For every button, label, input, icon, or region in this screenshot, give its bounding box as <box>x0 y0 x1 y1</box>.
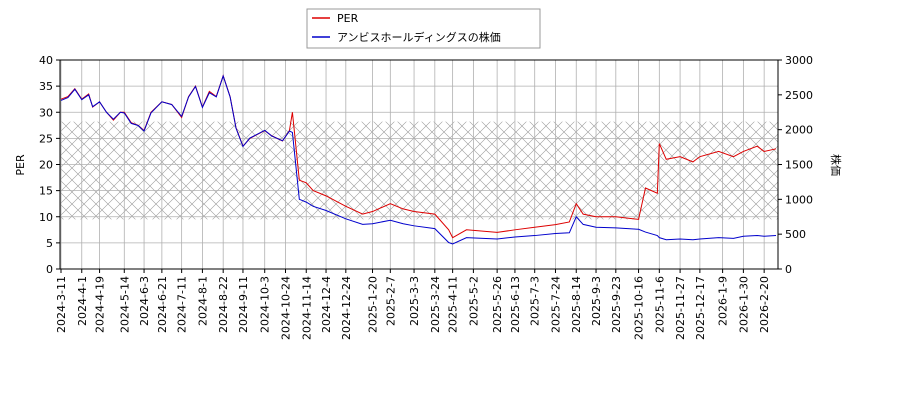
x-tick-label: 2024-8-1 <box>196 276 209 326</box>
x-tick-label: 2024-6-21 <box>156 276 169 333</box>
x-tick-label: 2025-10-16 <box>633 276 646 340</box>
x-tick-label: 2024-12-4 <box>320 276 333 333</box>
x-tick-label: 2025-6-13 <box>509 276 522 333</box>
x-tick-label: 2024-10-3 <box>259 276 272 333</box>
x-tick-label: 2025-3-3 <box>408 276 421 326</box>
y2-tick-label: 2000 <box>785 124 813 137</box>
y2-tick-label: 1500 <box>785 159 813 172</box>
x-tick-label: 2024-4-1 <box>76 276 89 326</box>
x-tick-label: 2024-8-22 <box>217 276 230 333</box>
x-tick-label: 2024-5-14 <box>118 276 131 333</box>
x-tick-label: 2024-6-3 <box>138 276 151 326</box>
legend-label: アンビスホールディングスの株価 <box>337 30 501 44</box>
series-line <box>60 74 777 245</box>
x-tick-label: 2024-12-24 <box>340 276 353 340</box>
x-tick-label: 2025-5-2 <box>467 276 480 326</box>
y2-tick-label: 0 <box>785 263 792 276</box>
y-tick-label: 15 <box>39 185 53 198</box>
y2-tick-label: 2500 <box>785 89 813 102</box>
x-tick-label: 2025-8-14 <box>570 276 583 333</box>
x-tick-label: 2025-9-23 <box>610 276 623 333</box>
y2-tick-label: 500 <box>785 228 806 241</box>
x-tick-label: 2025-1-20 <box>367 276 380 333</box>
x-tick-label: 2025-5-26 <box>491 276 504 333</box>
y-tick-label: 10 <box>39 211 53 224</box>
x-tick-label: 2025-4-11 <box>447 276 460 333</box>
x-tick-label: 2026-1-9 <box>717 276 730 326</box>
legend-label: PER <box>337 12 359 25</box>
x-tick-label: 2026-2-20 <box>758 276 771 333</box>
plot-frame <box>59 59 779 270</box>
y-tick-label: 5 <box>46 237 53 250</box>
y-tick-label: 25 <box>39 132 53 145</box>
x-tick-label: 2025-3-24 <box>429 276 442 333</box>
y-tick-label: 20 <box>39 159 53 172</box>
x-tick-label: 2025-2-7 <box>384 276 397 326</box>
y-axis-label: PER <box>14 154 27 176</box>
shaded-range <box>60 121 778 220</box>
x-tick-label: 2025-7-3 <box>529 276 542 326</box>
x-tick-label: 2024-7-11 <box>176 276 189 333</box>
y-tick-label: 0 <box>46 263 53 276</box>
y-tick-label: 35 <box>39 80 53 93</box>
y2-tick-label: 1000 <box>785 193 813 206</box>
x-tick-label: 2026-1-30 <box>737 276 750 333</box>
y2-axis-label: 株価 <box>829 154 843 176</box>
legend-box <box>306 8 541 49</box>
x-tick-label: 2024-10-24 <box>279 276 292 340</box>
legend: PER アンビスホールディングスの株価 <box>306 8 541 49</box>
y2-tick-label: 3000 <box>785 54 813 67</box>
y-tick-label: 40 <box>39 54 53 67</box>
x-tick-label: 2024-3-11 <box>55 276 68 333</box>
x-tick-label: 2024-11-14 <box>300 276 313 340</box>
x-tick-label: 2025-11-6 <box>653 276 666 333</box>
x-tick-label: 2025-9-3 <box>590 276 603 326</box>
x-tick-label: 2024-9-11 <box>237 276 250 333</box>
x-tick-label: 2025-11-27 <box>674 276 687 340</box>
x-tick-label: 2025-7-24 <box>549 276 562 333</box>
y-tick-label: 30 <box>39 106 53 119</box>
x-tick-label: 2024-4-19 <box>94 276 107 333</box>
x-tick-label: 2025-12-17 <box>694 276 707 340</box>
